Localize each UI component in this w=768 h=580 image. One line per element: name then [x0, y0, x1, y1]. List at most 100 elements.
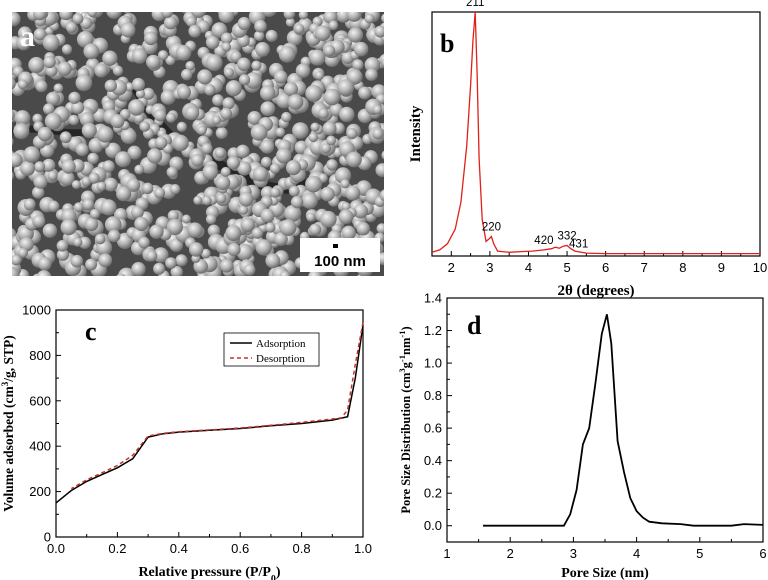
nanoparticle [142, 87, 155, 100]
panel-letter: b [440, 29, 454, 58]
nanoparticle [292, 122, 309, 139]
nanoparticle [237, 161, 252, 176]
sem-image-panel: a 100 nm [12, 12, 384, 276]
nanoparticle [37, 126, 53, 142]
series-line [70, 322, 364, 490]
nanoparticle [279, 219, 297, 237]
nanoparticle [61, 159, 76, 174]
nanoparticle [314, 25, 331, 42]
nanoparticle [301, 192, 318, 209]
nanoparticle [43, 103, 55, 115]
nanoparticle [247, 111, 262, 125]
nanoparticle [167, 210, 179, 222]
nanoparticle [205, 214, 217, 225]
x-tick-label: 2 [507, 546, 514, 561]
nanoparticle [283, 82, 299, 97]
legend-box [223, 332, 320, 367]
nanoparticle [135, 89, 145, 99]
nanoparticle [320, 210, 337, 228]
nanoparticle [28, 56, 45, 74]
nanoparticle [237, 16, 251, 31]
nanoparticle [255, 239, 272, 256]
nanoparticle [65, 21, 78, 33]
nanoparticle [345, 185, 361, 201]
nanoparticle [33, 12, 47, 21]
x-tick-label: 7 [641, 260, 648, 275]
y-axis-label: Intensity [408, 105, 424, 162]
nanoparticle [166, 218, 183, 236]
nanoparticle [326, 135, 336, 146]
nanoparticle [165, 257, 177, 269]
nanoparticle [225, 80, 242, 97]
nanoparticle [42, 223, 58, 238]
nanoparticle [12, 137, 14, 146]
nanoparticle [12, 266, 20, 276]
nanoparticle [306, 212, 316, 222]
nanoparticle [160, 89, 176, 105]
nanoparticle [260, 208, 275, 223]
nanoparticle [158, 50, 169, 61]
x-axis-label: 2θ (degrees) [557, 283, 634, 299]
nanoparticle [107, 229, 121, 243]
nanoparticle [142, 182, 154, 194]
nanoparticle [131, 77, 145, 92]
nanoparticle [146, 250, 158, 262]
nanoparticle [59, 12, 73, 21]
nanoparticle [374, 25, 384, 38]
nanoparticle [188, 24, 202, 38]
nanoparticle [260, 85, 276, 101]
nanoparticle [253, 30, 265, 41]
nanoparticle [34, 161, 46, 173]
nanoparticle [276, 92, 292, 109]
nanoparticle [251, 60, 262, 71]
nanoparticle [255, 42, 270, 57]
nanoparticle [32, 186, 45, 199]
nanoparticle [12, 254, 22, 266]
nanoparticle [12, 12, 21, 27]
nanoparticle [318, 108, 329, 119]
nanoparticle [12, 77, 16, 90]
nanoparticle [341, 202, 351, 212]
scale-bar-label: 100 nm [314, 253, 366, 270]
nanoparticle [372, 104, 383, 115]
nanoparticle [212, 94, 224, 107]
nanoparticle [35, 80, 48, 93]
nanoparticle [155, 136, 168, 149]
sem-micrograph: a 100 nm [12, 12, 384, 276]
nanoparticle [205, 54, 223, 72]
nanoparticle [186, 16, 197, 27]
nanoparticle [104, 79, 118, 93]
nanoparticle [191, 12, 207, 18]
nanoparticle [218, 12, 235, 24]
nanoparticle [98, 253, 113, 268]
nanoparticle [356, 222, 370, 236]
nanoparticle [14, 110, 31, 126]
nanoparticle [346, 12, 362, 22]
nanoparticle [220, 107, 233, 120]
chart-panel-c: 0.0 0.2 0.4 0.6 0.8 1.0 0 200 400 600 800 1000 c Rela… [0, 303, 372, 580]
nanoparticle [212, 115, 222, 125]
x-tick-label: 8 [679, 260, 686, 275]
nanoparticle [278, 45, 296, 63]
nanoparticle [170, 265, 183, 276]
nanoparticle [189, 242, 204, 257]
nanoparticle [71, 180, 81, 190]
nanoparticle [36, 270, 52, 276]
peak-label: 220 [482, 221, 501, 233]
x-tick-label: 2 [448, 260, 455, 275]
nanoparticle [12, 152, 23, 168]
nanoparticle [73, 237, 83, 247]
nanoparticle [23, 146, 40, 163]
nanoparticle [128, 99, 145, 116]
nanoparticle [323, 45, 336, 57]
nanoparticle [298, 12, 309, 20]
plot-frame [431, 11, 761, 257]
nanoparticle [326, 159, 338, 171]
nanoparticle [56, 240, 69, 252]
nanoparticle [323, 88, 341, 106]
nanoparticle [94, 63, 109, 78]
nanoparticle [46, 91, 60, 106]
x-tick-label: 3 [570, 546, 577, 561]
